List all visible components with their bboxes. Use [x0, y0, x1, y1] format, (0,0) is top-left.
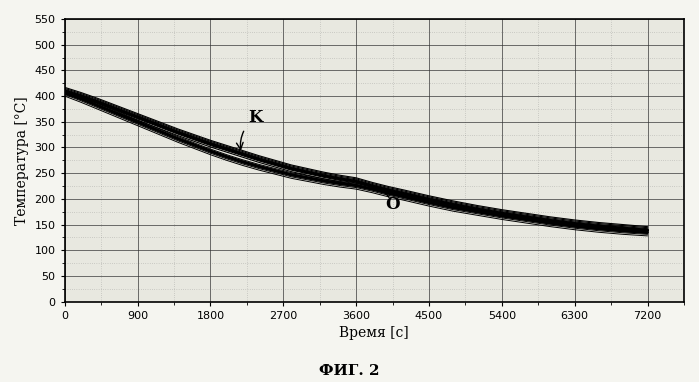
Text: O: O: [384, 191, 400, 212]
Text: ФИГ. 2: ФИГ. 2: [319, 364, 380, 378]
Text: K: K: [236, 109, 262, 149]
Y-axis label: Температура [°C]: Температура [°C]: [15, 96, 29, 225]
X-axis label: Время [c]: Время [c]: [340, 326, 409, 340]
